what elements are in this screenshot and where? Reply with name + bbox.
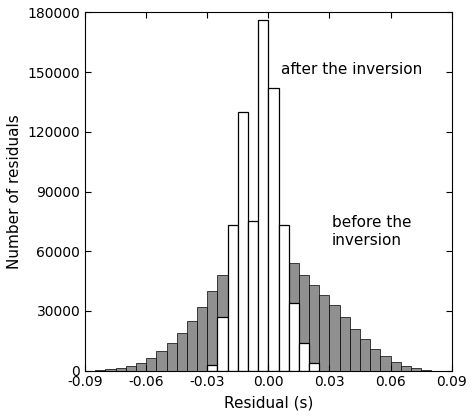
Bar bbox=[207, 365, 218, 371]
Bar bbox=[207, 291, 218, 371]
Bar bbox=[228, 261, 238, 371]
Bar bbox=[268, 243, 279, 371]
Bar bbox=[228, 225, 238, 371]
Bar bbox=[289, 303, 299, 371]
Bar bbox=[401, 366, 411, 371]
Bar bbox=[106, 369, 116, 371]
Bar bbox=[289, 263, 299, 371]
Bar bbox=[238, 249, 248, 371]
Bar bbox=[258, 20, 268, 371]
Bar bbox=[309, 363, 319, 371]
Bar bbox=[329, 305, 340, 371]
Y-axis label: Number of residuals: Number of residuals bbox=[7, 114, 22, 269]
Bar bbox=[340, 317, 350, 371]
Bar bbox=[238, 112, 248, 371]
Bar bbox=[156, 351, 166, 371]
Text: before the
inversion: before the inversion bbox=[331, 216, 411, 248]
Bar bbox=[299, 343, 309, 371]
Bar bbox=[370, 349, 381, 371]
Bar bbox=[299, 275, 309, 371]
Bar bbox=[360, 339, 370, 371]
Bar bbox=[166, 343, 177, 371]
Bar bbox=[136, 363, 146, 371]
Bar bbox=[248, 221, 258, 371]
Bar bbox=[218, 317, 228, 371]
Bar bbox=[279, 225, 289, 371]
X-axis label: Residual (s): Residual (s) bbox=[224, 395, 313, 410]
Text: after the inversion: after the inversion bbox=[281, 62, 422, 77]
Bar bbox=[279, 251, 289, 371]
Bar bbox=[126, 366, 136, 371]
Bar bbox=[381, 356, 391, 371]
Bar bbox=[350, 329, 360, 371]
Bar bbox=[391, 362, 401, 371]
Bar bbox=[411, 368, 421, 371]
Bar bbox=[268, 88, 279, 371]
Bar bbox=[197, 307, 207, 371]
Bar bbox=[421, 370, 431, 371]
Bar bbox=[319, 295, 329, 371]
Bar bbox=[248, 241, 258, 371]
Bar bbox=[146, 358, 156, 371]
Bar bbox=[116, 368, 126, 371]
Bar bbox=[218, 275, 228, 371]
Bar bbox=[258, 240, 268, 371]
Bar bbox=[177, 333, 187, 371]
Bar bbox=[309, 285, 319, 371]
Bar bbox=[187, 321, 197, 371]
